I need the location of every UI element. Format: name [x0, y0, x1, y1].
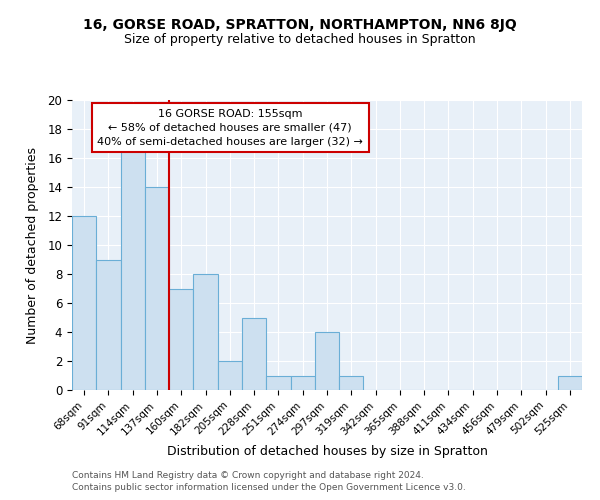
X-axis label: Distribution of detached houses by size in Spratton: Distribution of detached houses by size … [167, 445, 487, 458]
Bar [218, 361, 242, 390]
Bar [266, 376, 290, 390]
Y-axis label: Number of detached properties: Number of detached properties [26, 146, 39, 344]
Bar [339, 376, 364, 390]
Bar [121, 144, 145, 390]
Text: Contains HM Land Registry data © Crown copyright and database right 2024.: Contains HM Land Registry data © Crown c… [72, 471, 424, 480]
Text: Size of property relative to detached houses in Spratton: Size of property relative to detached ho… [124, 32, 476, 46]
Text: 16, GORSE ROAD, SPRATTON, NORTHAMPTON, NN6 8JQ: 16, GORSE ROAD, SPRATTON, NORTHAMPTON, N… [83, 18, 517, 32]
Bar [169, 288, 193, 390]
Bar [96, 260, 121, 390]
Bar [315, 332, 339, 390]
Bar [242, 318, 266, 390]
Bar [145, 187, 169, 390]
Text: Contains public sector information licensed under the Open Government Licence v3: Contains public sector information licen… [72, 484, 466, 492]
Bar [558, 376, 582, 390]
Bar [290, 376, 315, 390]
Text: 16 GORSE ROAD: 155sqm
← 58% of detached houses are smaller (47)
40% of semi-deta: 16 GORSE ROAD: 155sqm ← 58% of detached … [97, 108, 363, 146]
Bar [193, 274, 218, 390]
Bar [72, 216, 96, 390]
